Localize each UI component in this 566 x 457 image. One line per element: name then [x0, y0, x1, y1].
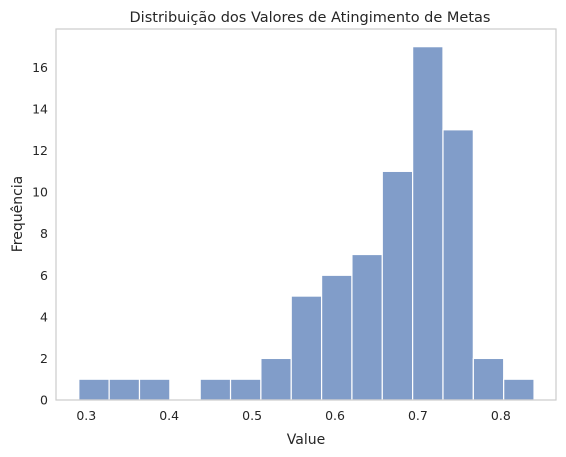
histogram-bar	[78, 378, 110, 401]
histogram-bar	[381, 170, 414, 401]
histogram-bar	[472, 357, 505, 401]
y-tick-label: 8	[40, 226, 48, 241]
histogram-bar	[442, 129, 474, 401]
y-tick-label: 2	[40, 351, 48, 366]
histogram-bar	[351, 253, 383, 401]
x-axis-ticks: 0.3 0.4 0.5 0.6 0.7 0.8	[76, 408, 511, 423]
x-axis-label: Value	[287, 432, 325, 448]
y-tick-label: 16	[32, 60, 48, 75]
y-tick-label: 6	[40, 268, 48, 283]
chart-title: Distribuição dos Valores de Atingimento …	[130, 10, 491, 26]
x-tick-label: 0.6	[325, 408, 345, 423]
y-tick-label: 12	[32, 143, 48, 158]
y-axis-label: Frequência	[10, 176, 26, 253]
x-tick-label: 0.7	[408, 408, 428, 423]
histogram-bar	[320, 274, 353, 401]
histogram-bar	[108, 378, 141, 401]
y-axis-ticks: 0 2 4 6 8 10 12 14 16	[32, 60, 48, 408]
histogram-bar	[503, 378, 535, 401]
histogram-bar	[199, 378, 232, 401]
x-tick-label: 0.3	[76, 408, 96, 423]
histogram-bar	[229, 378, 262, 401]
bars-group	[78, 46, 535, 401]
y-tick-label: 14	[32, 102, 48, 117]
y-tick-label: 4	[40, 309, 48, 324]
y-tick-label: 10	[32, 185, 48, 200]
x-tick-label: 0.4	[159, 408, 179, 423]
histogram-bar	[138, 378, 171, 401]
x-tick-label: 0.8	[491, 408, 511, 423]
plot-frame	[55, 28, 557, 401]
x-tick-label: 0.5	[242, 408, 262, 423]
histogram-bar	[260, 357, 292, 401]
histogram-bar	[290, 295, 323, 401]
y-tick-label: 0	[40, 393, 48, 408]
histogram-bar	[412, 46, 444, 401]
